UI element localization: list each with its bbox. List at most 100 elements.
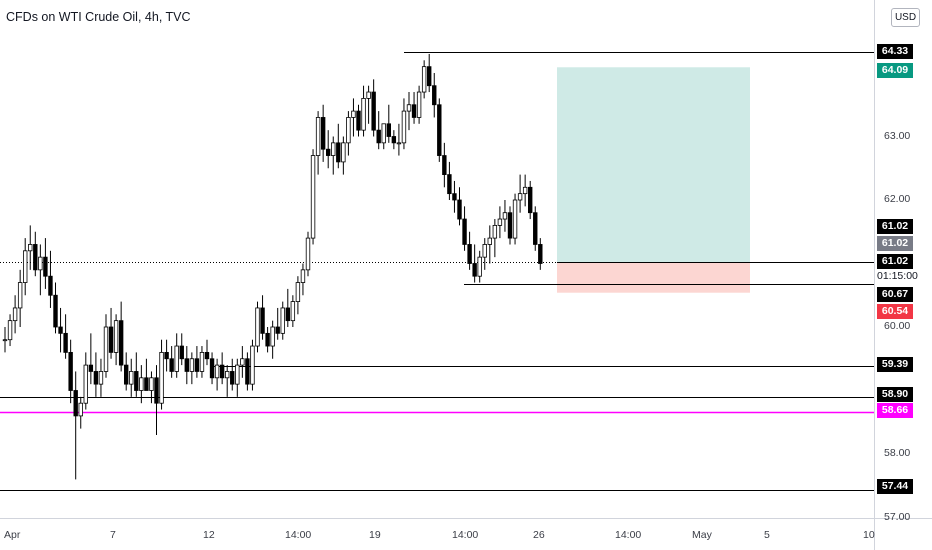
- candle: [522, 174, 528, 207]
- candle: [528, 180, 533, 220]
- candle: [401, 98, 407, 150]
- candle: [351, 98, 356, 137]
- candle: [98, 358, 104, 397]
- candle: [68, 339, 73, 404]
- candle: [22, 238, 28, 296]
- candle: [38, 244, 43, 296]
- candle: [300, 263, 306, 296]
- candle: [159, 339, 164, 410]
- candle-body-up: [7, 320, 13, 341]
- candle-body-down: [63, 332, 68, 353]
- candle: [113, 314, 119, 366]
- candle-body-up: [189, 358, 195, 372]
- candle: [275, 307, 280, 340]
- candle: [189, 352, 195, 385]
- candle-body-down: [386, 123, 391, 137]
- candle-body-up: [159, 351, 164, 404]
- candle-body-up: [497, 218, 503, 226]
- candle-body-down: [391, 136, 397, 144]
- candle-body-down: [507, 212, 513, 239]
- candle-body-down: [179, 345, 184, 360]
- candle-body-up: [401, 110, 407, 144]
- y-axis-tick-label: 58.00: [884, 447, 911, 459]
- stop-zone[interactable]: [557, 262, 750, 293]
- candle: [336, 123, 341, 169]
- candle-body-down: [432, 85, 437, 106]
- candle: [361, 85, 366, 137]
- candle-body-up: [366, 91, 371, 99]
- candle-body-down: [528, 186, 533, 214]
- candle: [538, 238, 543, 270]
- candle-body-down: [275, 326, 280, 334]
- candle: [487, 225, 492, 264]
- candle: [426, 53, 432, 93]
- candle-body-up: [492, 224, 498, 239]
- entry-price-tag: 61.02: [877, 236, 913, 251]
- candle-body-down: [447, 174, 452, 195]
- candle-body-down: [184, 358, 189, 372]
- candle-body-down: [108, 326, 114, 353]
- candle-body-up: [103, 326, 109, 372]
- candle-body-up: [28, 244, 33, 252]
- candle-body-up: [199, 351, 205, 372]
- candle: [245, 352, 250, 391]
- candle: [174, 333, 179, 378]
- candle-body-up: [78, 402, 83, 417]
- candle: [33, 231, 38, 277]
- candle: [310, 149, 316, 245]
- candle: [406, 92, 412, 131]
- y-axis-tick-label: 57.00: [884, 510, 911, 523]
- candle-body-down: [325, 148, 331, 156]
- price-tag: 61.02: [877, 219, 913, 234]
- candle-body-up: [280, 307, 285, 334]
- candle: [194, 346, 200, 378]
- candle: [356, 104, 361, 137]
- candle-body-up: [255, 307, 260, 347]
- candle-body-down: [33, 244, 38, 271]
- candle: [533, 206, 538, 251]
- candle-body-up: [502, 212, 508, 220]
- candle-body-down: [442, 155, 447, 176]
- candle-body-down: [230, 371, 235, 385]
- candle: [386, 104, 391, 143]
- candle: [331, 136, 336, 175]
- candle: [517, 174, 523, 213]
- candle-body-up: [113, 320, 119, 353]
- candle: [396, 123, 402, 156]
- candle: [250, 339, 255, 391]
- candle-body-up: [139, 377, 144, 391]
- candle-body-down: [452, 193, 457, 201]
- x-axis-tick-label: 5: [764, 529, 770, 541]
- candle: [83, 352, 88, 410]
- candle-body-up: [477, 256, 482, 277]
- candle: [134, 352, 139, 397]
- x-axis-tick-label: 26: [533, 529, 545, 541]
- target-zone[interactable]: [557, 67, 750, 263]
- x-axis-tick-label: 7: [110, 529, 116, 541]
- candle-body-up: [310, 155, 316, 239]
- candle-body-down: [169, 358, 174, 372]
- candle: [452, 180, 457, 213]
- candle-body-up: [129, 371, 134, 385]
- candle: [2, 327, 8, 353]
- candle-body-up: [482, 244, 487, 258]
- candle: [88, 333, 94, 385]
- currency-button[interactable]: USD: [891, 8, 920, 27]
- candle-body-down: [88, 364, 94, 372]
- candle: [255, 301, 260, 353]
- candle: [280, 301, 285, 340]
- candle: [224, 365, 230, 397]
- candle: [230, 358, 235, 391]
- candle: [341, 136, 346, 175]
- candle: [12, 295, 18, 334]
- candle-body-down: [426, 66, 432, 87]
- candle-body-down: [93, 371, 99, 385]
- candle: [129, 358, 134, 397]
- x-axis-tick-label: 14:00: [285, 529, 312, 541]
- candle-body-down: [43, 256, 48, 277]
- candle: [124, 352, 129, 391]
- candle-body-down: [164, 351, 169, 360]
- candle: [154, 365, 159, 435]
- candle-body-up: [522, 186, 528, 195]
